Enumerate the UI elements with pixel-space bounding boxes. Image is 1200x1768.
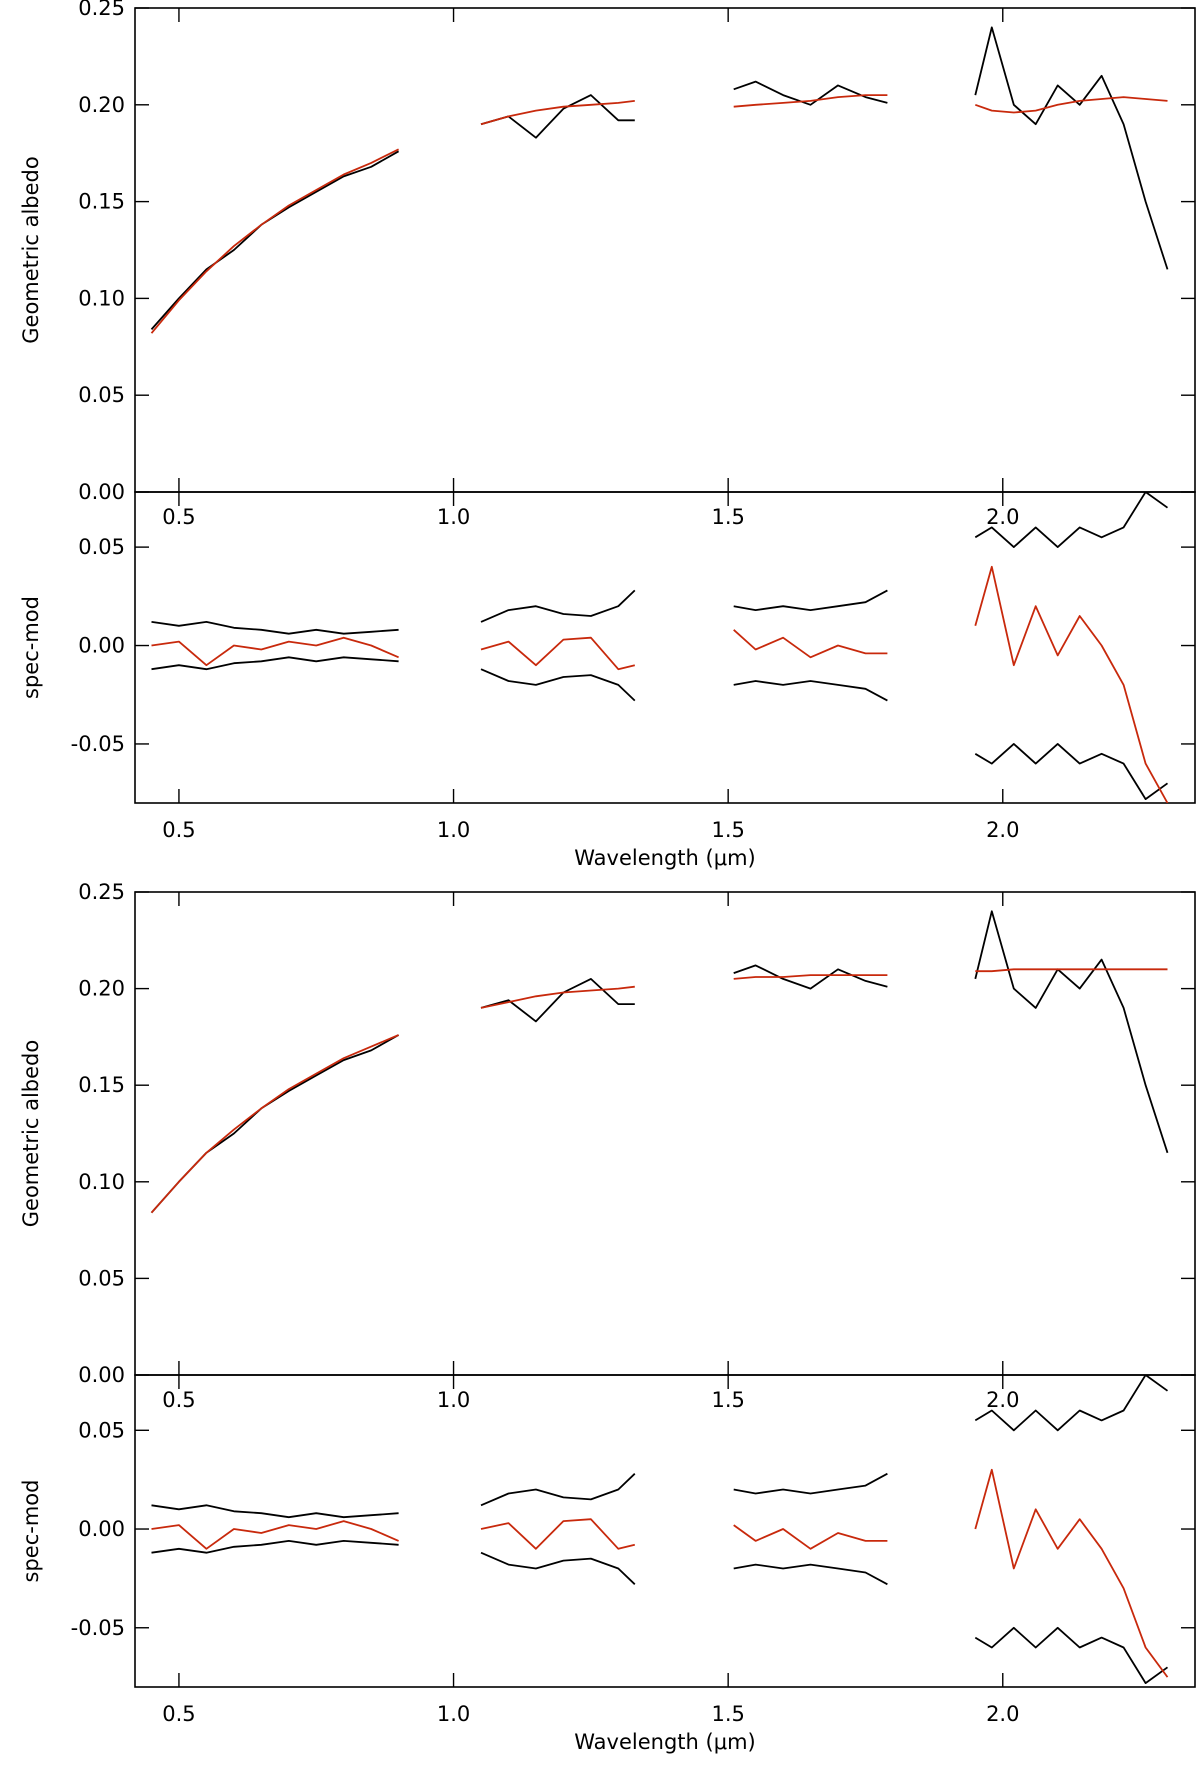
y-tick-label: 0.00: [78, 1517, 125, 1541]
panel-upper-2: 0.00 0.05 0.10 0.15 0.20 0.25 Geometric albedo: [19, 880, 1196, 1387]
y-axis-label: Geometric albedo: [19, 1040, 43, 1227]
y-tick-label: 0.20: [78, 977, 125, 1001]
panel-residual-3: -0.05 0.00 0.05 0.5 0.5 1.0 1.0 1.5 1.5 2.0 2.0 spe…: [19, 1374, 1196, 1754]
residual-line-seg3: [974, 565, 1169, 803]
y-axis-label: spec-mod: [19, 596, 43, 699]
x-tick-label: 0.5: [162, 1388, 195, 1412]
lower-error-line-seg3: [974, 1626, 1169, 1684]
residual-line-seg0: [151, 636, 399, 667]
y-tick-label: 0.25: [78, 0, 125, 20]
model-line-seg2: [733, 974, 888, 980]
residual-line-seg3: [974, 1468, 1169, 1678]
x-tick-label: 1.0: [437, 1702, 470, 1726]
series-group: [151, 492, 1169, 803]
lower-error-line-seg0: [151, 1540, 399, 1554]
x-tick-label: 1.5: [711, 1388, 744, 1412]
x-tick-label: 1.5: [711, 818, 744, 842]
y-tick-label: 0.15: [78, 1073, 125, 1097]
model-line-seg2: [733, 94, 888, 108]
y-tick-label: 0.10: [78, 1170, 125, 1194]
model-line-seg3: [975, 968, 1168, 973]
upper-error-line-seg3: [974, 492, 1169, 548]
spectrum-line-seg3: [974, 910, 1169, 1154]
upper-error-line-seg2: [733, 589, 888, 611]
model-line-seg3: [975, 96, 1168, 114]
y-tick-label: 0.00: [78, 1363, 125, 1387]
spectrum-line-seg2: [733, 964, 888, 990]
model-line-seg0: [150, 148, 400, 334]
y-tick-label: -0.05: [71, 1616, 125, 1640]
figure-panels: 0.00 0.05 0.10 0.15 0.20 0.25 Geometric albedo…: [19, 0, 1196, 1754]
panel-residual-1: -0.05 0.00 0.05 0.5 0.5 1.0 1.0 1.5 1.5 2.0 2.0 spe…: [19, 491, 1196, 870]
lower-error-line-seg2: [733, 1563, 888, 1586]
y-tick-label: 0.15: [78, 190, 125, 214]
y-tick-label: 0.05: [78, 1418, 125, 1442]
model-line-seg1: [480, 985, 635, 1009]
lower-error-line-seg1: [480, 668, 636, 702]
model-line-seg1: [480, 100, 635, 126]
x-tick-label: 0.5: [162, 505, 195, 529]
x-tick-label: 2.0: [986, 818, 1019, 842]
y-tick-label: 0.25: [78, 880, 125, 904]
y-axis-label: Geometric albedo: [19, 156, 43, 343]
x-axis-label: Wavelength (μm): [574, 846, 755, 870]
y-tick-label: 0.05: [78, 535, 125, 559]
spectrum-line-seg2: [733, 80, 888, 106]
x-tick-label: 2.0: [986, 1702, 1019, 1726]
residual-line-seg2: [733, 629, 888, 659]
x-tick-label: 1.0: [437, 818, 470, 842]
lower-error-line-seg0: [151, 656, 399, 671]
residual-line-seg2: [733, 1524, 888, 1550]
lower-error-line-seg3: [974, 743, 1169, 800]
model-line-seg0: [150, 1034, 399, 1214]
x-tick-label: 0.5: [162, 1702, 195, 1726]
y-tick-label: 0.05: [78, 383, 125, 407]
residual-line-seg1: [480, 1518, 636, 1550]
y-tick-label: 0.00: [78, 634, 125, 658]
y-axis-label: spec-mod: [19, 1480, 43, 1583]
lower-error-line-seg2: [733, 680, 888, 702]
x-tick-label: 1.0: [437, 1388, 470, 1412]
plot-frame: [134, 1374, 1196, 1688]
x-tick-label: 2.0: [986, 505, 1019, 529]
panel-upper-0: 0.00 0.05 0.10 0.15 0.20 0.25 Geometric albedo: [19, 0, 1196, 504]
x-tick-label: 1.5: [711, 1702, 744, 1726]
upper-error-line-seg0: [151, 621, 399, 635]
x-tick-label: 1.5: [711, 505, 744, 529]
upper-error-line-seg2: [733, 1472, 888, 1495]
upper-error-line-seg0: [151, 1504, 399, 1519]
lower-error-line-seg1: [480, 1551, 636, 1585]
upper-error-line-seg1: [480, 589, 636, 623]
series-group: [150, 26, 1169, 334]
series-group: [151, 1375, 1169, 1684]
x-tick-label: 1.0: [437, 505, 470, 529]
residual-line-seg0: [151, 1520, 399, 1550]
series-group: [150, 910, 1169, 1214]
upper-error-line-seg3: [974, 1375, 1169, 1432]
x-tick-label: 0.5: [162, 818, 195, 842]
plot-frame: [134, 491, 1196, 804]
y-tick-label: 0.00: [78, 480, 125, 504]
y-tick-label: 0.20: [78, 93, 125, 117]
y-tick-label: -0.05: [71, 732, 125, 756]
upper-error-line-seg1: [480, 1473, 636, 1507]
spectrum-line-seg3: [974, 26, 1169, 270]
residual-line-seg1: [480, 636, 636, 671]
y-tick-label: 0.05: [78, 1266, 125, 1290]
x-tick-label: 2.0: [986, 1388, 1019, 1412]
x-axis-label: Wavelength (μm): [574, 1730, 755, 1754]
y-tick-label: 0.10: [78, 286, 125, 310]
